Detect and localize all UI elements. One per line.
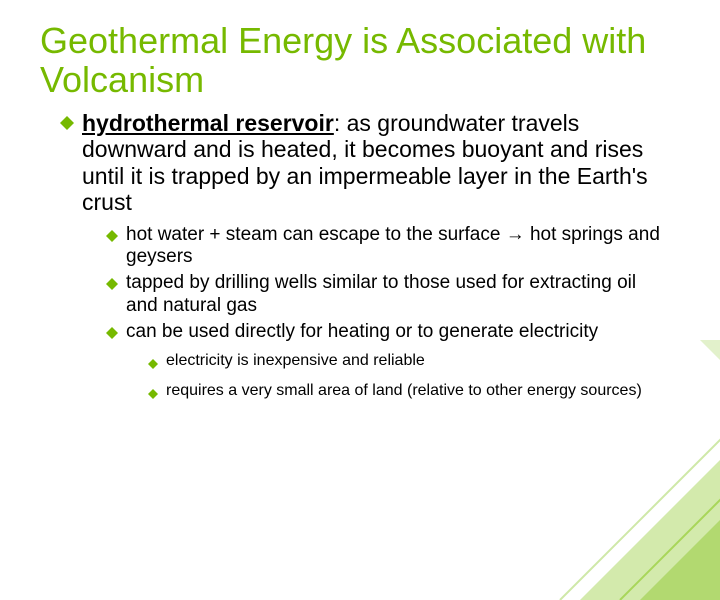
slide-title: Geothermal Energy is Associated with Vol… <box>0 0 720 110</box>
term: hydrothermal reservoir <box>82 110 334 136</box>
text-pre: hot water + steam can escape to the surf… <box>126 224 506 245</box>
level2-text: can be used directly for heating or to g… <box>126 321 598 344</box>
diamond-icon <box>106 321 126 344</box>
diamond-icon <box>106 272 126 317</box>
slide-body: hydrothermal reservoir: as groundwater t… <box>0 110 720 404</box>
level3-text: requires a very small area of land (rela… <box>166 382 642 404</box>
level1-text: hydrothermal reservoir: as groundwater t… <box>82 110 670 216</box>
level3-list: electricity is inexpensive and reliable … <box>106 352 670 404</box>
bullet-level2: hot water + steam can escape to the surf… <box>106 224 670 269</box>
diamond-icon <box>148 352 166 374</box>
level2-list: hot water + steam can escape to the surf… <box>60 224 670 405</box>
diamond-icon <box>148 382 166 404</box>
arrow-icon: → <box>506 224 525 245</box>
bullet-level2: can be used directly for heating or to g… <box>106 321 670 344</box>
diamond-icon <box>106 224 126 269</box>
level3-text: electricity is inexpensive and reliable <box>166 352 425 374</box>
bullet-level3: requires a very small area of land (rela… <box>148 382 670 404</box>
level2-text: tapped by drilling wells similar to thos… <box>126 272 670 317</box>
bullet-level3: electricity is inexpensive and reliable <box>148 352 670 374</box>
diamond-icon <box>60 110 82 216</box>
level2-text: hot water + steam can escape to the surf… <box>126 224 670 269</box>
bullet-level1: hydrothermal reservoir: as groundwater t… <box>60 110 670 216</box>
bullet-level2: tapped by drilling wells similar to thos… <box>106 272 670 317</box>
